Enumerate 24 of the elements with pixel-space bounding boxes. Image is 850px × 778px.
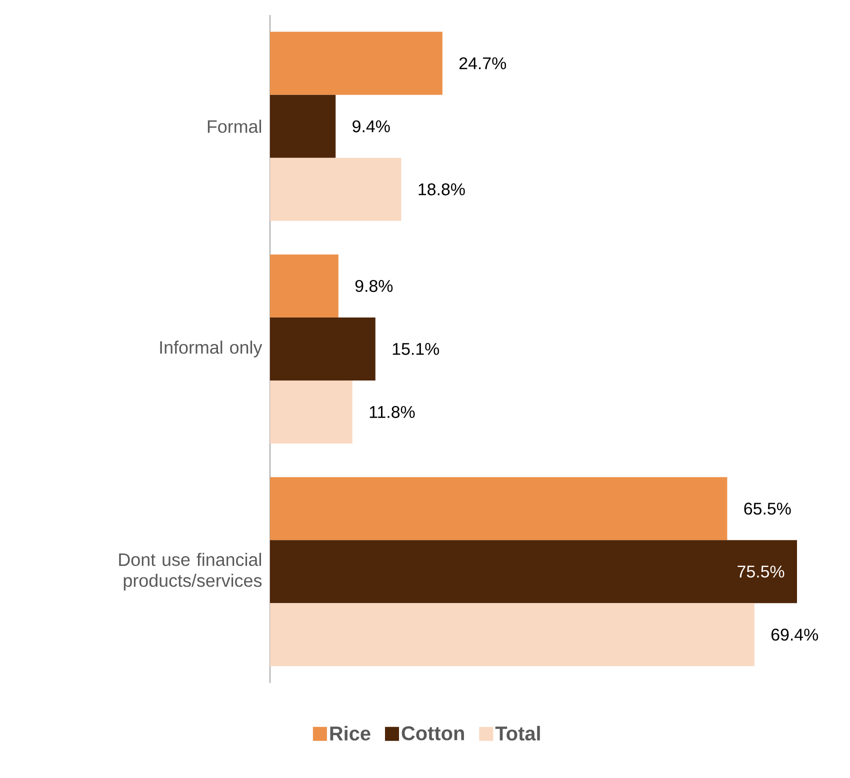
legend-label: Cotton (402, 726, 464, 740)
bar (270, 94, 336, 158)
bar (270, 317, 376, 380)
y-tick-label: Informal only (160, 340, 262, 358)
y-tick-label: Formal (208, 120, 262, 133)
bar (270, 158, 402, 221)
y-tick-label: Dont use financial products/services (119, 552, 262, 590)
data-label: 9.8% (355, 280, 393, 292)
data-label: 18.8% (418, 183, 465, 196)
bar (270, 254, 338, 318)
bar (270, 603, 754, 666)
data-label: 15.1% (392, 343, 440, 355)
data-label: 24.7% (459, 57, 506, 70)
bar (270, 540, 797, 604)
data-label: 65.5% (744, 502, 791, 515)
bar (270, 32, 442, 95)
data-label: 75.5% (738, 566, 784, 578)
data-label: 69.4% (771, 628, 818, 641)
legend-label: Total (495, 726, 540, 741)
legend-label: Rice (330, 726, 370, 741)
data-label: 9.4% (352, 120, 390, 132)
data-label: 11.8% (370, 406, 415, 418)
bar (270, 477, 728, 540)
bar (270, 380, 352, 444)
